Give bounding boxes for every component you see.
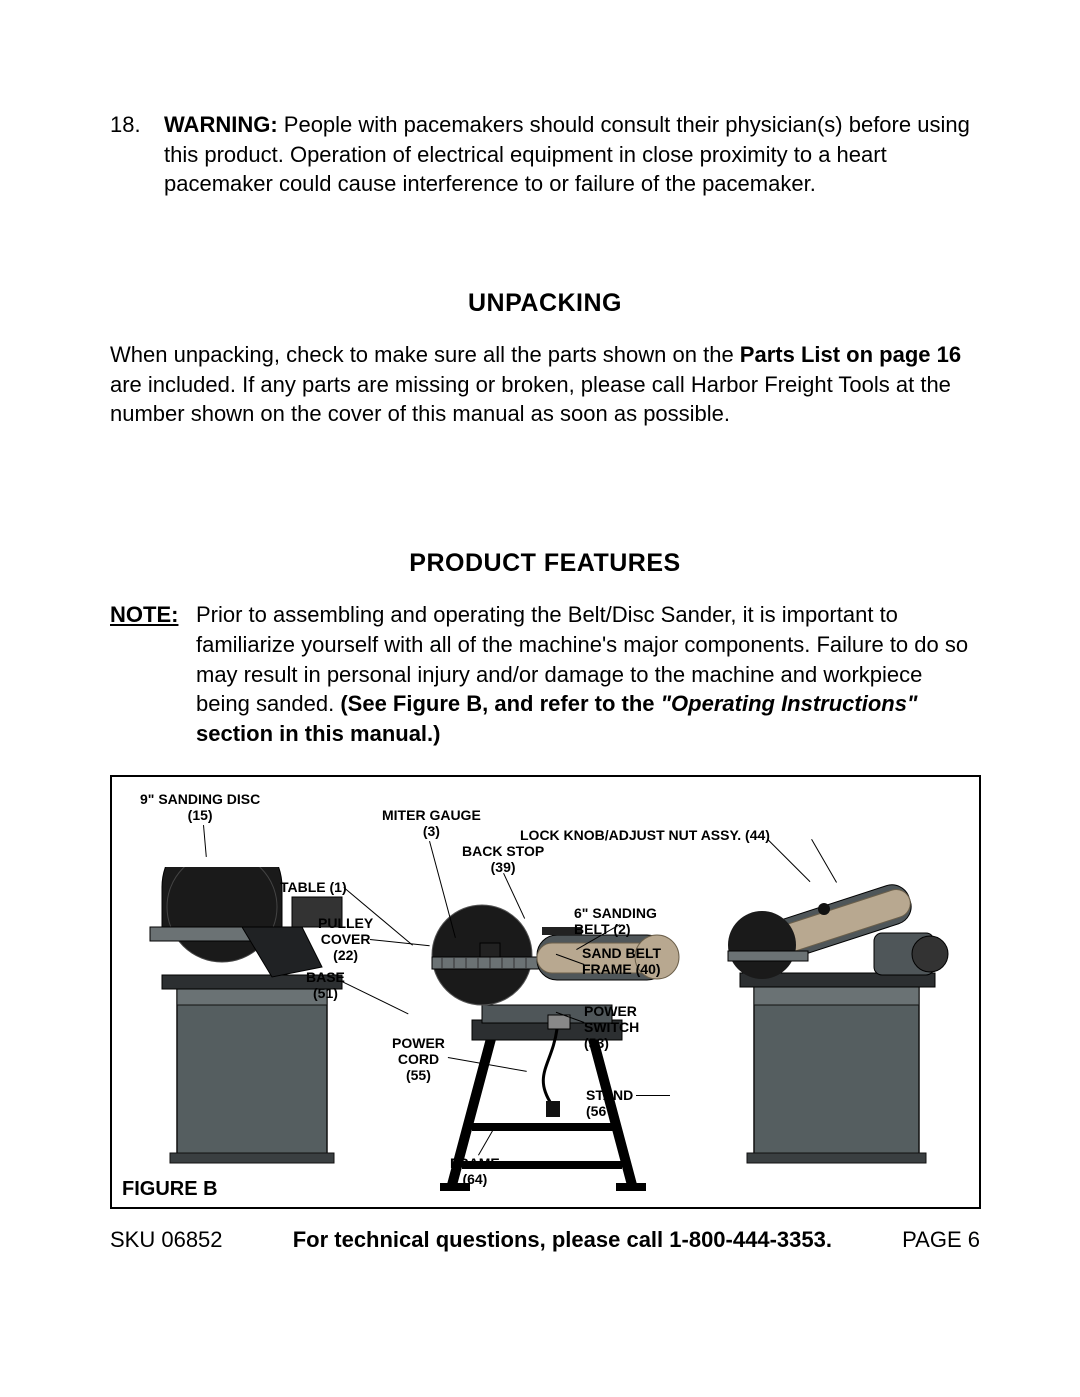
unpacking-bold: Parts List on page 16	[740, 342, 961, 367]
note-bold2: section in this manual.)	[196, 721, 440, 746]
unpacking-heading: UNPACKING	[110, 289, 980, 318]
warning-label: WARNING:	[164, 112, 278, 137]
callout-sand-belt-frame: SAND BELTFRAME (40)	[582, 945, 661, 977]
left-machine-illustration	[122, 867, 352, 1177]
unpacking-pre: When unpacking, check to make sure all t…	[110, 342, 740, 367]
figure-label: FIGURE B	[122, 1178, 218, 1201]
right-machine-illustration	[704, 847, 972, 1177]
callout-sanding-disc: 9" SANDING DISC(15)	[140, 791, 260, 823]
callout-stand: STAND(56	[586, 1087, 633, 1119]
note-italic: "Operating Instructions"	[661, 691, 918, 716]
callout-power-switch: POWERSWITCH(53)	[584, 1003, 639, 1051]
callout-base: BASE(51)	[306, 969, 345, 1001]
callout-frame: FRAME(64)	[450, 1155, 500, 1187]
callout-power-cord: POWERCORD(55)	[392, 1035, 445, 1083]
note-bold1: (See Figure B, and refer to the	[340, 691, 660, 716]
callout-sanding-belt: 6" SANDINGBELT (2)	[574, 905, 657, 937]
note-label: NOTE:	[110, 600, 196, 748]
note-body: Prior to assembling and operating the Be…	[196, 600, 980, 748]
unpacking-post: are included. If any parts are missing o…	[110, 372, 951, 427]
features-note: NOTE: Prior to assembling and operating …	[110, 600, 980, 748]
leader-line	[636, 1095, 670, 1096]
footer-sku: SKU 06852	[110, 1227, 223, 1253]
callout-miter-gauge: MITER GAUGE(3)	[382, 807, 481, 839]
callout-back-stop: BACK STOP(39)	[462, 843, 544, 875]
footer-page: PAGE 6	[902, 1227, 980, 1253]
figure-b-box: 9" SANDING DISC(15) MITER GAUGE(3) LOCK …	[110, 775, 981, 1209]
leader-line	[203, 825, 207, 857]
warning-number: 18.	[110, 110, 164, 199]
callout-table: TABLE (1)	[280, 879, 347, 895]
features-heading: PRODUCT FEATURES	[110, 549, 980, 578]
callout-pulley-cover: PULLEYCOVER(22)	[318, 915, 373, 963]
unpacking-body: When unpacking, check to make sure all t…	[110, 340, 980, 429]
page: 18. WARNING: People with pacemakers shou…	[0, 0, 1080, 1397]
warning-item: 18. WARNING: People with pacemakers shou…	[110, 110, 980, 199]
warning-body: WARNING: People with pacemakers should c…	[164, 110, 980, 199]
footer-center: For technical questions, please call 1-8…	[223, 1227, 903, 1253]
warning-text: People with pacemakers should consult th…	[164, 112, 970, 196]
page-footer: SKU 06852 For technical questions, pleas…	[110, 1227, 980, 1253]
callout-lock-knob: LOCK KNOB/ADJUST NUT ASSY. (44)	[520, 827, 770, 843]
